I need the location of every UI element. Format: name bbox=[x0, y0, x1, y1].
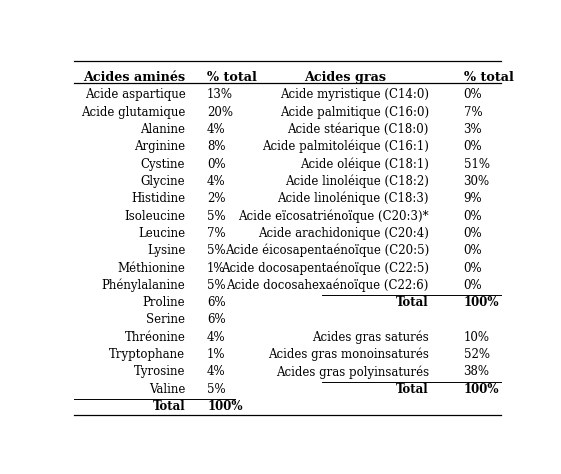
Text: 4%: 4% bbox=[207, 331, 226, 344]
Text: Acide stéarique (C18:0): Acide stéarique (C18:0) bbox=[287, 123, 429, 136]
Text: Total: Total bbox=[396, 383, 429, 396]
Text: 13%: 13% bbox=[207, 88, 233, 101]
Text: 7%: 7% bbox=[463, 106, 482, 118]
Text: Acide myristique (C14:0): Acide myristique (C14:0) bbox=[280, 88, 429, 101]
Text: Acide glutamique: Acide glutamique bbox=[81, 106, 185, 118]
Text: Acide arachidonique (C20:4): Acide arachidonique (C20:4) bbox=[258, 227, 429, 240]
Text: 6%: 6% bbox=[207, 313, 226, 327]
Text: Alanine: Alanine bbox=[140, 123, 185, 136]
Text: Thréonine: Thréonine bbox=[125, 331, 185, 344]
Text: Valine: Valine bbox=[149, 383, 185, 396]
Text: 9%: 9% bbox=[463, 192, 482, 205]
Text: 2%: 2% bbox=[207, 192, 226, 205]
Text: Isoleucine: Isoleucine bbox=[125, 210, 185, 222]
Text: Acides gras: Acides gras bbox=[304, 71, 386, 84]
Text: Acide eïcosatriénoïque (C20:3)*: Acide eïcosatriénoïque (C20:3)* bbox=[238, 210, 429, 223]
Text: Proline: Proline bbox=[142, 296, 185, 309]
Text: 51%: 51% bbox=[463, 157, 490, 171]
Text: 4%: 4% bbox=[207, 365, 226, 378]
Text: 8%: 8% bbox=[207, 140, 226, 153]
Text: 5%: 5% bbox=[207, 383, 226, 396]
Text: Acide docosahexaénoïque (C22:6): Acide docosahexaénoïque (C22:6) bbox=[227, 279, 429, 292]
Text: 4%: 4% bbox=[207, 123, 226, 136]
Text: 20%: 20% bbox=[207, 106, 233, 118]
Text: 0%: 0% bbox=[463, 244, 482, 257]
Text: Cystine: Cystine bbox=[141, 157, 185, 171]
Text: Acides aminés: Acides aminés bbox=[83, 71, 185, 84]
Text: % total: % total bbox=[207, 71, 257, 84]
Text: 100%: 100% bbox=[207, 400, 242, 413]
Text: 38%: 38% bbox=[463, 365, 490, 378]
Text: 0%: 0% bbox=[463, 279, 482, 292]
Text: 30%: 30% bbox=[463, 175, 490, 188]
Text: 5%: 5% bbox=[207, 210, 226, 222]
Text: 0%: 0% bbox=[463, 140, 482, 153]
Text: 0%: 0% bbox=[463, 88, 482, 101]
Text: 10%: 10% bbox=[463, 331, 490, 344]
Text: 0%: 0% bbox=[463, 262, 482, 274]
Text: Acide docosapentaénoïque (C22:5): Acide docosapentaénoïque (C22:5) bbox=[221, 261, 429, 275]
Text: % total: % total bbox=[463, 71, 513, 84]
Text: Acides gras saturés: Acides gras saturés bbox=[312, 330, 429, 344]
Text: 1%: 1% bbox=[207, 348, 226, 361]
Text: Serine: Serine bbox=[146, 313, 185, 327]
Text: Histidine: Histidine bbox=[131, 192, 185, 205]
Text: 3%: 3% bbox=[463, 123, 482, 136]
Text: Acides gras polyinsaturés: Acides gras polyinsaturés bbox=[275, 365, 429, 379]
Text: 6%: 6% bbox=[207, 296, 226, 309]
Text: 5%: 5% bbox=[207, 244, 226, 257]
Text: 1%: 1% bbox=[207, 262, 226, 274]
Text: Acide linolénique (C18:3): Acide linolénique (C18:3) bbox=[277, 192, 429, 205]
Text: Total: Total bbox=[153, 400, 185, 413]
Text: 52%: 52% bbox=[463, 348, 490, 361]
Text: Tryptophane: Tryptophane bbox=[109, 348, 185, 361]
Text: 0%: 0% bbox=[463, 210, 482, 222]
Text: Acide oléique (C18:1): Acide oléique (C18:1) bbox=[300, 157, 429, 171]
Text: 5%: 5% bbox=[207, 279, 226, 292]
Text: Méthionine: Méthionine bbox=[117, 262, 185, 274]
Text: 100%: 100% bbox=[463, 296, 499, 309]
Text: Arginine: Arginine bbox=[134, 140, 185, 153]
Text: 0%: 0% bbox=[463, 227, 482, 240]
Text: Tyrosine: Tyrosine bbox=[134, 365, 185, 378]
Text: 0%: 0% bbox=[207, 157, 226, 171]
Text: Glycine: Glycine bbox=[141, 175, 185, 188]
Text: 7%: 7% bbox=[207, 227, 226, 240]
Text: Total: Total bbox=[396, 296, 429, 309]
Text: Lysine: Lysine bbox=[147, 244, 185, 257]
Text: Acide aspartique: Acide aspartique bbox=[85, 88, 185, 101]
Text: Leucine: Leucine bbox=[138, 227, 185, 240]
Text: Acide éicosapentaénoïque (C20:5): Acide éicosapentaénoïque (C20:5) bbox=[224, 244, 429, 257]
Text: Acide linoléique (C18:2): Acide linoléique (C18:2) bbox=[285, 174, 429, 188]
Text: Acide palmitoléique (C16:1): Acide palmitoléique (C16:1) bbox=[262, 140, 429, 154]
Text: 100%: 100% bbox=[463, 383, 499, 396]
Text: Acide palmitique (C16:0): Acide palmitique (C16:0) bbox=[280, 106, 429, 118]
Text: Acides gras monoinsaturés: Acides gras monoinsaturés bbox=[268, 348, 429, 361]
Text: Phénylalanine: Phénylalanine bbox=[102, 279, 185, 292]
Text: 4%: 4% bbox=[207, 175, 226, 188]
